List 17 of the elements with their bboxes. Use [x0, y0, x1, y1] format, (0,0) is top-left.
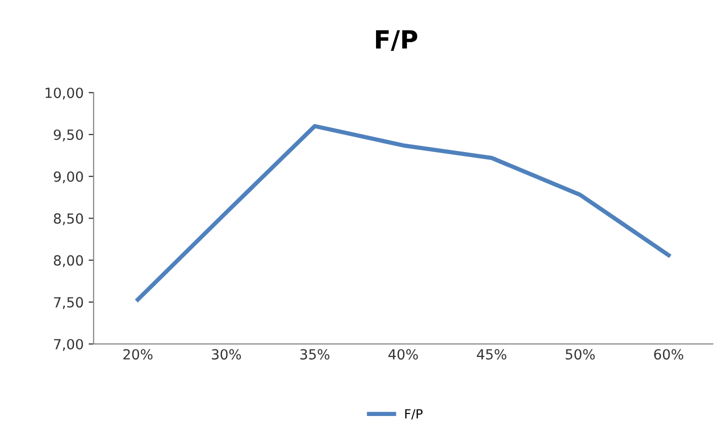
legend-label: F/P [405, 409, 423, 420]
chart-title: F/P [376, 30, 418, 51]
y-tick-label: 9,00 [54, 171, 83, 184]
x-tick-label: 60% [654, 349, 684, 360]
y-tick-label: 7,00 [54, 338, 83, 351]
x-tick-label: 40% [388, 349, 418, 360]
x-tick-label: 20% [123, 349, 152, 360]
x-tick-label: 50% [566, 349, 595, 360]
y-tick-label: 9,50 [54, 129, 83, 142]
line-series [136, 124, 671, 302]
y-tick-label: 7,50 [54, 297, 83, 309]
x-tick-label: 30% [212, 349, 241, 360]
x-tick-label: 35% [300, 349, 330, 360]
y-tick-label: 10,00 [46, 88, 83, 100]
y-tick-label: 8,00 [54, 255, 83, 268]
x-tick-label: 45% [476, 349, 506, 360]
y-tick-label: 8,50 [54, 213, 83, 226]
